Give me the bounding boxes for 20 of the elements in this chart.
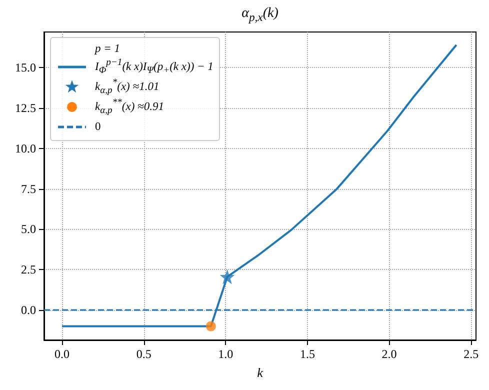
chart-title: α$_{p,x}$(k) bbox=[240, 6, 280, 24]
legend-title: p = 1 bbox=[93, 42, 122, 57]
y-tick-label: 2.5 bbox=[21, 262, 36, 277]
legend-label: 0 bbox=[95, 121, 101, 133]
legend-label: k$_{α,p}$$^{**}$(x) ≈0.91 bbox=[95, 97, 164, 117]
x-tick-label: 2.5 bbox=[464, 347, 479, 361]
legend-label: I$_{Φ}$$^{p−1}$(k x)I$_{Ψ}$(p$_{+}$(k x)) − 1 bbox=[95, 57, 214, 77]
x-axis-title: k bbox=[257, 365, 264, 380]
y-tick-label: 5.0 bbox=[21, 222, 36, 236]
legend-label: k$_{α,p}$$^{*}$(x) ≈1.01 bbox=[95, 77, 160, 97]
x-tick-label: 1.5 bbox=[300, 347, 315, 361]
x-tick-label: 0.5 bbox=[136, 347, 152, 361]
x-tick-label: 2.0 bbox=[382, 347, 397, 361]
y-tick-label: 0.0 bbox=[21, 303, 36, 318]
y-tick-label: 12.5 bbox=[15, 100, 36, 115]
y-tick-label: 7.5 bbox=[21, 182, 36, 196]
x-tick-label: 0.0 bbox=[54, 347, 70, 361]
y-tick-label: 15.0 bbox=[15, 60, 36, 75]
x-tick-label: 1.0 bbox=[218, 347, 234, 361]
y-tick-label: 10.0 bbox=[15, 141, 36, 156]
